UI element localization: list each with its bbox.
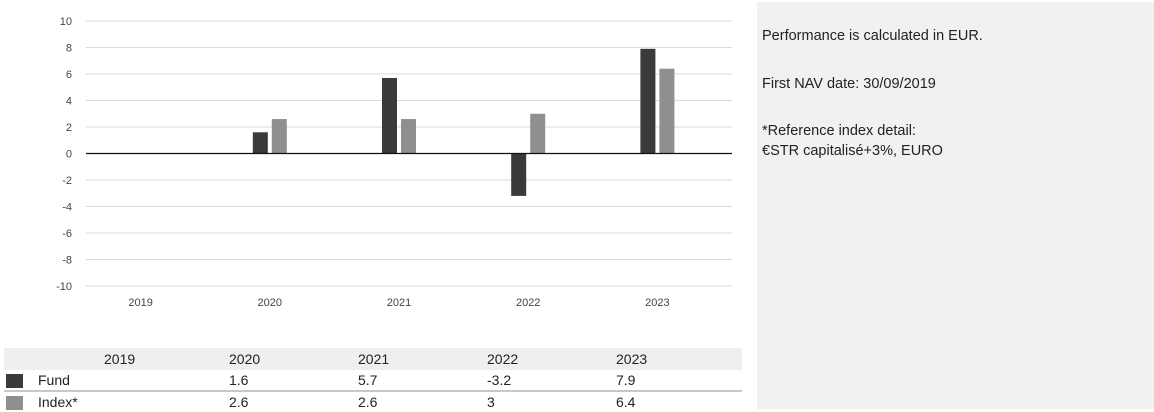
y-tick-label: 8 [66, 43, 72, 55]
table-cell [104, 370, 229, 391]
table-row-fund: Fund 1.6 5.7 -3.2 7.9 [4, 370, 742, 391]
bar-chart: 10 8 6 4 2 0 -2 -4 -6 -8 -10 2019 2020 2021 2022 2023 [56, 16, 732, 309]
y-tick-label: -4 [62, 202, 72, 214]
x-tick-label: 2019 [128, 297, 152, 309]
table-cell: 3 [487, 390, 616, 412]
row-name-fund: Fund [38, 372, 70, 388]
y-tick-label: -10 [56, 281, 72, 293]
y-tick-label: -8 [62, 255, 72, 267]
y-tick-label: -6 [62, 228, 72, 240]
info-panel: Performance is calculated in EUR. First … [757, 2, 1154, 409]
y-tick-label: 10 [60, 16, 72, 28]
table-header-cell: 2021 [358, 348, 487, 370]
x-tick-label: 2021 [387, 297, 411, 309]
table-cell: 2.6 [229, 390, 358, 412]
table-cell [104, 390, 229, 412]
table-header-row: 2019 2020 2021 2022 2023 [4, 348, 742, 370]
chart-svg: 10 8 6 4 2 0 -2 -4 -6 -8 -10 2019 2020 2021 2022 2023 [56, 16, 732, 309]
bar-fund-2021 [382, 77, 397, 154]
y-tick-label: 6 [66, 69, 72, 81]
x-tick-label: 2022 [516, 297, 540, 309]
bar-index-2023 [659, 68, 675, 154]
table-header-cell: 2020 [229, 348, 358, 370]
y-tick-label: 4 [66, 96, 72, 108]
bar-index-2022 [530, 113, 546, 154]
table-header-cell: 2023 [616, 348, 742, 370]
table-header-cell: 2019 [104, 348, 229, 370]
reference-index-detail: €STR capitalisé+3%, EURO [762, 143, 943, 159]
y-tick-label: 0 [66, 149, 72, 161]
bar-fund-2020 [252, 132, 268, 154]
bar-index-2020 [271, 119, 287, 154]
index-legend-swatch [6, 396, 23, 411]
x-tick-label: 2020 [258, 297, 282, 309]
table-row-index: Index* 2.6 2.6 3 6.4 [4, 390, 742, 412]
bar-fund-2022 [511, 153, 527, 196]
performance-table: 2019 2020 2021 2022 2023 Fund 1.6 5.7 -3… [4, 348, 742, 412]
table-cell: 2.6 [358, 390, 487, 412]
table-cell: 6.4 [616, 390, 742, 412]
x-tick-label: 2023 [645, 297, 669, 309]
reference-index-heading: *Reference index detail: [762, 123, 916, 139]
first-nav-date: First NAV date: 30/09/2019 [762, 76, 936, 92]
row-name-index: Index* [38, 390, 104, 412]
currency-note: Performance is calculated in EUR. [762, 28, 983, 44]
bar-fund-2023 [640, 48, 656, 154]
table-cell: 1.6 [229, 372, 249, 388]
table-header-cell: 2022 [487, 348, 616, 370]
table-cell: 7.9 [616, 372, 636, 388]
y-tick-label: 2 [66, 122, 72, 134]
fund-legend-swatch [6, 374, 23, 389]
bar-index-2021 [401, 119, 416, 154]
table-cell: -3.2 [487, 372, 512, 388]
y-tick-label: -2 [62, 175, 72, 187]
table-cell: 5.7 [358, 372, 378, 388]
